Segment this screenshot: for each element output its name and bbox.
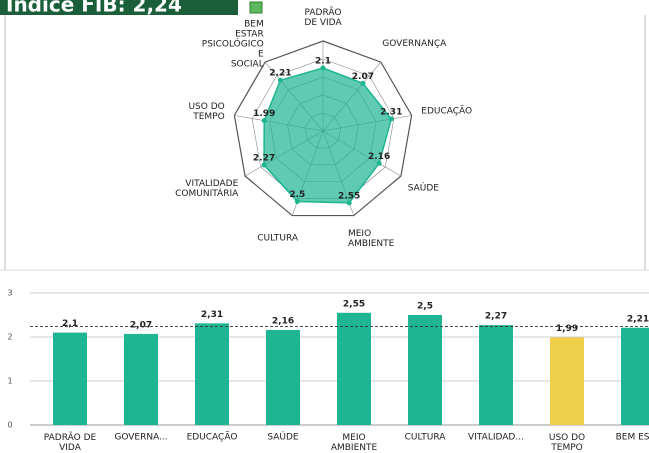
- radar-point: [261, 162, 267, 168]
- radar-value-label: 2.07: [352, 72, 374, 82]
- radar-axis-label: EDUCAÇÃO: [421, 106, 472, 117]
- radar-value-label: 2.31: [380, 107, 402, 117]
- x-tick-label: BEM ESTA: [616, 433, 649, 443]
- bar: [195, 323, 229, 425]
- x-tick-label: EDUCAÇÃO: [187, 432, 238, 443]
- radar-axis-label: USO DO TEMPO: [188, 102, 224, 122]
- bar: [479, 325, 513, 425]
- x-tick-label: MEIO AMBIENTE: [331, 433, 378, 453]
- x-tick-label: VITALIDAD...: [468, 433, 524, 443]
- bar: [621, 327, 649, 425]
- radar-value-label: 2.16: [368, 152, 390, 162]
- radar-point: [277, 77, 283, 83]
- radar-axis-label: PADRÃO DE VIDA: [304, 7, 342, 28]
- bar: [550, 337, 584, 425]
- y-tick-label: 0: [7, 421, 12, 430]
- bar-value-label: 2,16: [272, 316, 294, 326]
- header-band: [0, 0, 238, 15]
- radar-point: [294, 198, 300, 204]
- bar: [266, 329, 300, 425]
- radar-axis-label: GOVERNANÇA: [382, 39, 447, 49]
- radar-axis-label: BEM ESTAR PSICOLÓGICO E SOCIAL: [202, 19, 264, 69]
- radar-axis-label: CULTURA: [257, 234, 299, 244]
- radar-value-label: 2.27: [253, 154, 275, 164]
- bar: [337, 312, 371, 425]
- radar-value-label: 1.99: [253, 109, 275, 119]
- radar-point: [261, 118, 267, 124]
- bar: [124, 333, 158, 425]
- radar-area: [263, 67, 393, 204]
- bar-value-label: 1,99: [556, 324, 578, 334]
- radar-point: [388, 116, 394, 122]
- radar-point: [360, 80, 366, 86]
- radar-axis-label: VITALIDADE COMUNITÁRIA: [175, 179, 239, 199]
- y-tick-label: 3: [7, 289, 12, 298]
- radar-value-label: 2.5: [289, 190, 305, 200]
- radar-value-label: 2.21: [269, 69, 291, 79]
- bar-value-label: 2,5: [417, 302, 433, 312]
- bar-value-label: 2,55: [343, 299, 365, 309]
- radar-axis-label: MEIO AMBIENTE: [348, 229, 395, 249]
- header-title: Índice FIB: 2,24: [6, 0, 182, 17]
- legend-swatch: [249, 1, 263, 14]
- radar-point: [320, 65, 326, 71]
- bar-value-label: 2,1: [62, 319, 78, 329]
- radar-ring: [233, 40, 413, 217]
- radar-axis-label: SAÚDE: [408, 182, 440, 194]
- bar-value-label: 2,31: [201, 310, 223, 320]
- radar-point: [376, 160, 382, 166]
- x-tick-label: CULTURA: [405, 433, 447, 443]
- bar-value-label: 2,27: [485, 312, 507, 322]
- bar: [408, 315, 442, 425]
- bar: [53, 332, 87, 425]
- bar-value-label: 2,21: [627, 314, 649, 324]
- radar-value-label: 2.55: [338, 191, 360, 201]
- x-tick-label: USO DO TEMPO: [549, 433, 585, 453]
- radar-value-label: 2.1: [315, 57, 331, 67]
- x-tick-label: SAÚDE: [267, 431, 299, 443]
- radar-point: [346, 200, 352, 206]
- y-tick-label: 1: [7, 377, 12, 386]
- bar-value-label: 2,07: [130, 320, 152, 330]
- x-tick-label: PADRÃO DE VIDA: [44, 432, 97, 453]
- y-tick-label: 2: [7, 333, 12, 342]
- x-tick-label: GOVERNA...: [114, 433, 167, 443]
